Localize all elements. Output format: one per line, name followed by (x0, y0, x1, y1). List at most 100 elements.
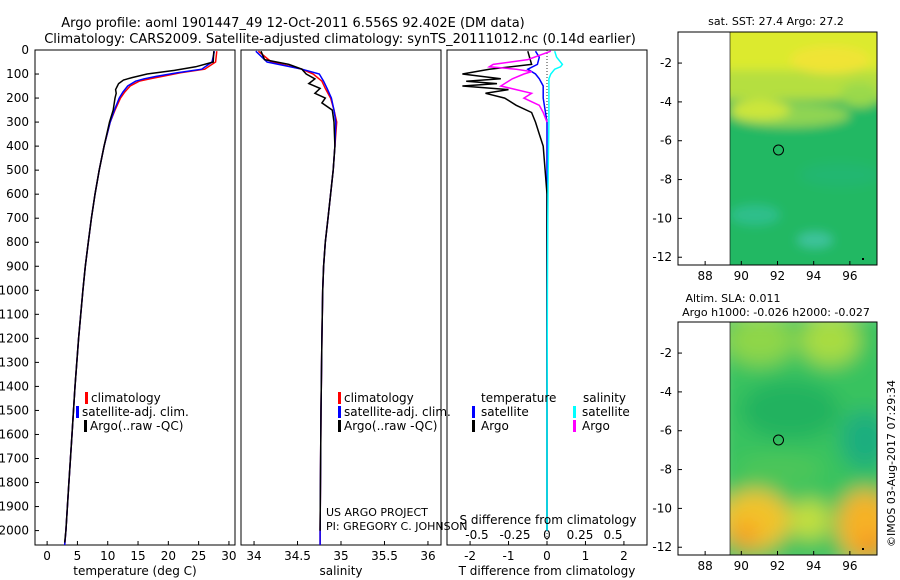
map-x-tick-label: 92 (770, 559, 785, 573)
x-tick-label: 2 (620, 549, 628, 563)
map-y-tick-label: -4 (660, 95, 672, 109)
sla-map-panel: Altim. SLA: 0.011 Argo h1000: -0.026 h20… (652, 292, 878, 573)
legend-title-temperature: temperature (481, 391, 556, 405)
x-tick-label: 35.5 (371, 549, 398, 563)
legend-title-salinity: salinity (583, 391, 626, 405)
legend-s-argo: Argo (582, 419, 610, 433)
difference-profiles (462, 50, 564, 531)
series-satellite-adj-clim (63, 51, 216, 546)
map-x-tick-label: 94 (806, 269, 821, 283)
map-y-tick-label: -6 (660, 424, 672, 438)
sst-map-axes: 88 90 92 94 96 -2 -4 -6 -8 -10 -12 (652, 31, 878, 283)
s-tick-label: -0.5 (465, 528, 488, 542)
x-tick-label: 0 (543, 549, 551, 563)
series-argo-raw-qc (63, 51, 215, 543)
map-y-tick-label: -2 (660, 346, 672, 360)
x-tick-label: -1 (503, 549, 515, 563)
series-argo-raw-qc (260, 50, 336, 531)
difference-x-axis: -2 -1 0 1 2 -0.5 -0.25 0 0.25 0.5 (464, 528, 628, 563)
y-tick-label: 1200 (0, 331, 29, 345)
difference-xlabel: T difference from climatology (458, 564, 636, 578)
figure-title-line2: Climatology: CARS2009. Satellite-adjuste… (44, 32, 636, 47)
legend-s-satellite: satellite (582, 405, 630, 419)
map-y-tick-label: -10 (652, 501, 672, 515)
map-y-tick-label: -12 (652, 250, 672, 264)
difference-legend: temperature salinity satellite Argo sate… (472, 391, 630, 433)
imos-timestamp: ©IMOS 03-Aug-2017 07:29:34 (885, 380, 898, 547)
y-tick-label: 200 (6, 91, 29, 105)
pi-credit: PI: GREGORY C. JOHNSON (326, 520, 467, 533)
salinity-x-axis: 34 34.5 35 35.5 36 (246, 541, 436, 563)
series-t-satellite (526, 50, 548, 531)
project-credit: US ARGO PROJECT (326, 506, 428, 519)
x-tick-label: 15 (130, 549, 145, 563)
legend-swatch-argo (338, 420, 341, 432)
series-s-argo (486, 50, 552, 123)
x-tick-label: 20 (161, 549, 176, 563)
s-tick-label: 0.5 (603, 528, 622, 542)
y-tick-label: 900 (6, 259, 29, 273)
y-tick-label: 700 (6, 211, 29, 225)
salinity-axes-frame (240, 49, 442, 546)
map-y-tick-label: -2 (660, 56, 672, 70)
series-t-argo (462, 50, 548, 531)
map-y-tick-label: -8 (660, 463, 672, 477)
legend-argo: Argo(..raw -QC) (90, 419, 183, 433)
salinity-legend: climatology satellite-adj. clim. Argo(..… (338, 391, 451, 433)
map-y-tick-label: -4 (660, 385, 672, 399)
y-tick-label: 1900 (0, 500, 29, 514)
y-tick-label: 1800 (0, 476, 29, 490)
s-tick-label: 0.25 (567, 528, 594, 542)
argo-location-marker (773, 144, 784, 156)
y-tick-label: 300 (6, 115, 29, 129)
y-tick-label: 400 (6, 139, 29, 153)
legend-swatch-s-satellite (573, 406, 576, 418)
salinity-xlabel: salinity (319, 564, 362, 578)
x-tick-label: 1 (582, 549, 590, 563)
map-x-tick-label: 90 (734, 269, 749, 283)
legend-swatch-s-argo (573, 420, 576, 432)
y-tick-label: 2000 (0, 524, 29, 538)
sla-map-title: Altim. SLA: 0.011 (685, 292, 780, 305)
s-tick-label: 0 (543, 528, 551, 542)
legend-swatch-satellite (338, 406, 341, 418)
map-y-tick-label: -10 (652, 211, 672, 225)
map-y-tick-label: -12 (652, 540, 672, 554)
legend-swatch-satellite (76, 406, 79, 418)
x-tick-label: 35 (333, 549, 348, 563)
legend-t-argo: Argo (481, 419, 509, 433)
temperature-axes-frame (34, 49, 236, 546)
sst-map-title: sat. SST: 27.4 Argo: 27.2 (708, 15, 844, 28)
x-tick-label: 25 (191, 549, 206, 563)
temperature-x-axis: 0 5 10 15 20 25 30 (43, 541, 237, 563)
y-tick-label: 1500 (0, 403, 29, 417)
sla-map-corner-dot (862, 548, 864, 550)
difference-xlabel-top: S difference from climatology (460, 513, 637, 527)
sla-map-subtitle: Argo h1000: -0.026 h2000: -0.027 (682, 306, 870, 319)
temperature-profiles (63, 51, 218, 546)
x-tick-label: 0 (43, 549, 51, 563)
y-tick-label: 800 (6, 235, 29, 249)
y-tick-label: 1300 (0, 355, 29, 369)
map-y-tick-label: -6 (660, 134, 672, 148)
legend-climatology: climatology (344, 391, 414, 405)
series-satellite-adj-clim (255, 50, 337, 545)
map-x-tick-label: 88 (697, 269, 712, 283)
x-tick-label: 36 (420, 549, 435, 563)
map-x-tick-label: 96 (842, 559, 857, 573)
map-y-tick-label: -8 (660, 173, 672, 187)
legend-t-satellite: satellite (481, 405, 529, 419)
legend-satellite: satellite-adj. clim. (344, 405, 451, 419)
y-tick-label: 1100 (0, 307, 29, 321)
x-tick-label: 34.5 (284, 549, 311, 563)
legend-argo: Argo(..raw -QC) (344, 419, 437, 433)
s-tick-label: -0.25 (499, 528, 530, 542)
map-x-tick-label: 90 (734, 559, 749, 573)
series-climatology (257, 50, 338, 545)
legend-swatch-t-satellite (472, 406, 475, 418)
map-x-tick-label: 88 (697, 559, 712, 573)
y-tick-label: 1000 (0, 283, 29, 297)
difference-panel: -2 -1 0 1 2 -0.5 -0.25 0 0.25 0.5 S difference fr… (446, 49, 648, 578)
y-tick-label: 100 (6, 67, 29, 81)
x-tick-label: 34 (246, 549, 261, 563)
